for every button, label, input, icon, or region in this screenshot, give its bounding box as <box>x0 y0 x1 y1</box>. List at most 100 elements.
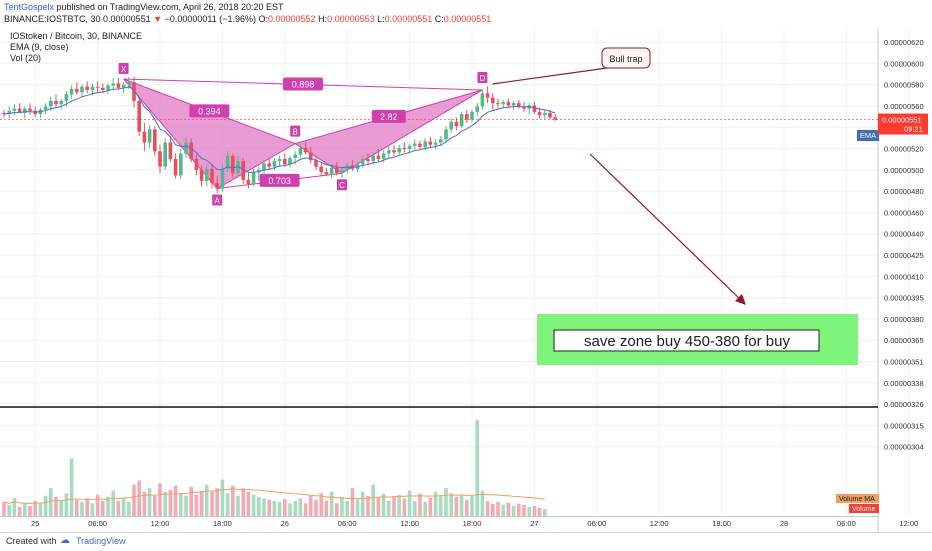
volume-bar <box>465 499 469 516</box>
price-tick-label: 0.00000440 <box>884 230 924 239</box>
volume-bar <box>402 498 407 516</box>
volume-bar <box>179 493 183 516</box>
ratio-xb: 0.394 <box>198 106 221 116</box>
ohlc-high-value: 0.00000553 <box>327 14 375 24</box>
volume-bar <box>43 495 48 516</box>
candle-body <box>231 155 235 174</box>
candle-body <box>59 100 63 105</box>
candle-body <box>153 129 157 152</box>
pattern-triangle-bcd <box>293 89 483 174</box>
volume-bar <box>387 500 391 516</box>
volume-tag: Volume <box>852 506 875 513</box>
candle-body <box>220 168 225 189</box>
volume-bar <box>28 505 32 516</box>
candle-body <box>480 93 485 107</box>
candle-body <box>392 150 396 153</box>
chart-canvas[interactable]: 0.394 0.703 2.82 0.898 X A B C D Bull trap save z… <box>0 28 932 532</box>
volume-bar <box>153 495 157 516</box>
volume-bar <box>116 500 121 516</box>
volume-bar <box>532 505 537 516</box>
candle-body <box>80 86 84 93</box>
time-tick-label: 18:00 <box>463 519 482 528</box>
candle-body <box>277 158 282 162</box>
volume-bar <box>199 490 204 516</box>
volume-bar <box>23 503 27 516</box>
save-zone-label-box <box>553 329 820 352</box>
volume-bar <box>7 504 11 516</box>
volume-bar <box>288 503 292 516</box>
tradingview-brand[interactable]: TradingView <box>76 536 126 546</box>
symbol-line: BINANCE:IOSTBTC, 30 0.00000551 ▼ −0.0000… <box>4 14 491 24</box>
point-A: A <box>215 197 221 206</box>
candle-body <box>267 163 271 167</box>
current-price-timer: 09:21 <box>904 125 923 134</box>
tradingview-cloud-icon: ☁ <box>60 535 70 546</box>
volume-bar <box>335 503 339 516</box>
volume-bar <box>418 493 422 516</box>
volume-bar <box>283 499 287 516</box>
candle-body <box>433 142 438 145</box>
candle-body <box>137 100 141 132</box>
candle-body <box>293 154 297 158</box>
volume-bar <box>345 500 349 516</box>
ratio-xd: 0.898 <box>292 80 315 90</box>
volume-bar <box>413 500 417 516</box>
volume-bar <box>241 488 245 516</box>
volume-bar <box>210 491 214 516</box>
candle-body <box>2 112 6 115</box>
created-with-text: Created with <box>6 536 57 546</box>
volume-bar <box>231 485 235 516</box>
volume-bar <box>142 491 147 516</box>
time-tick-label: 18:00 <box>213 519 232 528</box>
volume-bar <box>106 496 110 516</box>
ohlc-low-value: 0.00000551 <box>384 14 433 24</box>
candle-body <box>251 172 256 185</box>
price-axis[interactable]: 0.00000620 0.00000600 0.00000580 0.00000560… <box>836 38 928 513</box>
candle-body <box>319 166 323 173</box>
candle-body <box>257 169 261 173</box>
candle-body <box>501 102 505 105</box>
price-tick-label: 0.00000500 <box>884 166 924 175</box>
price-tick-label: 0.00000480 <box>884 187 924 196</box>
candle-body <box>95 86 100 88</box>
candle-body <box>12 108 17 111</box>
volume-bar <box>121 498 126 516</box>
candle-body <box>189 142 193 159</box>
volume-bar <box>69 458 74 516</box>
candle-body <box>548 112 552 118</box>
legend-vol: Vol (20) <box>10 53 42 63</box>
volume-bar <box>454 496 459 516</box>
candle-body <box>381 153 386 159</box>
footer: Created with ☁ TradingView <box>0 532 932 551</box>
volume-bar <box>111 490 115 516</box>
candle-body <box>283 158 287 165</box>
candle-body <box>23 108 27 113</box>
candle-body <box>397 148 401 153</box>
author-link[interactable]: TentGospelx <box>4 2 55 12</box>
volume-bar <box>80 501 84 516</box>
candle-body <box>491 97 495 104</box>
candle-body <box>199 169 204 181</box>
time-axis[interactable]: 18:00 25 06:00 12:00 18:00 26 06:00 12:00 18:00 2… <box>0 519 932 528</box>
time-tick-label: 06:00 <box>88 519 107 528</box>
volume-bar <box>480 490 485 516</box>
point-C: C <box>339 181 345 190</box>
legend-ema: EMA (9, close) <box>10 42 69 52</box>
candle-body <box>101 87 105 90</box>
point-B-bg <box>290 125 301 137</box>
price-tick-label: 0.00000395 <box>884 294 924 303</box>
volume-bar <box>267 499 271 516</box>
legend-title: IOStoken / Bitcoin, 30, BINANCE <box>10 31 143 41</box>
price-tick-label: 0.00000304 <box>884 443 924 452</box>
candle-body <box>75 88 79 93</box>
volume-bar <box>64 493 69 516</box>
candle-body <box>194 158 199 170</box>
volume-bars <box>2 420 547 516</box>
time-tick-label: 18:00 <box>712 519 731 528</box>
volume-bar <box>361 491 365 516</box>
candle-body <box>132 82 136 101</box>
volume-bar <box>350 488 355 516</box>
ratio-xb-bg <box>189 104 230 118</box>
time-tick-label: 25 <box>31 519 39 528</box>
price-tick-label: 0.00000600 <box>884 59 924 68</box>
